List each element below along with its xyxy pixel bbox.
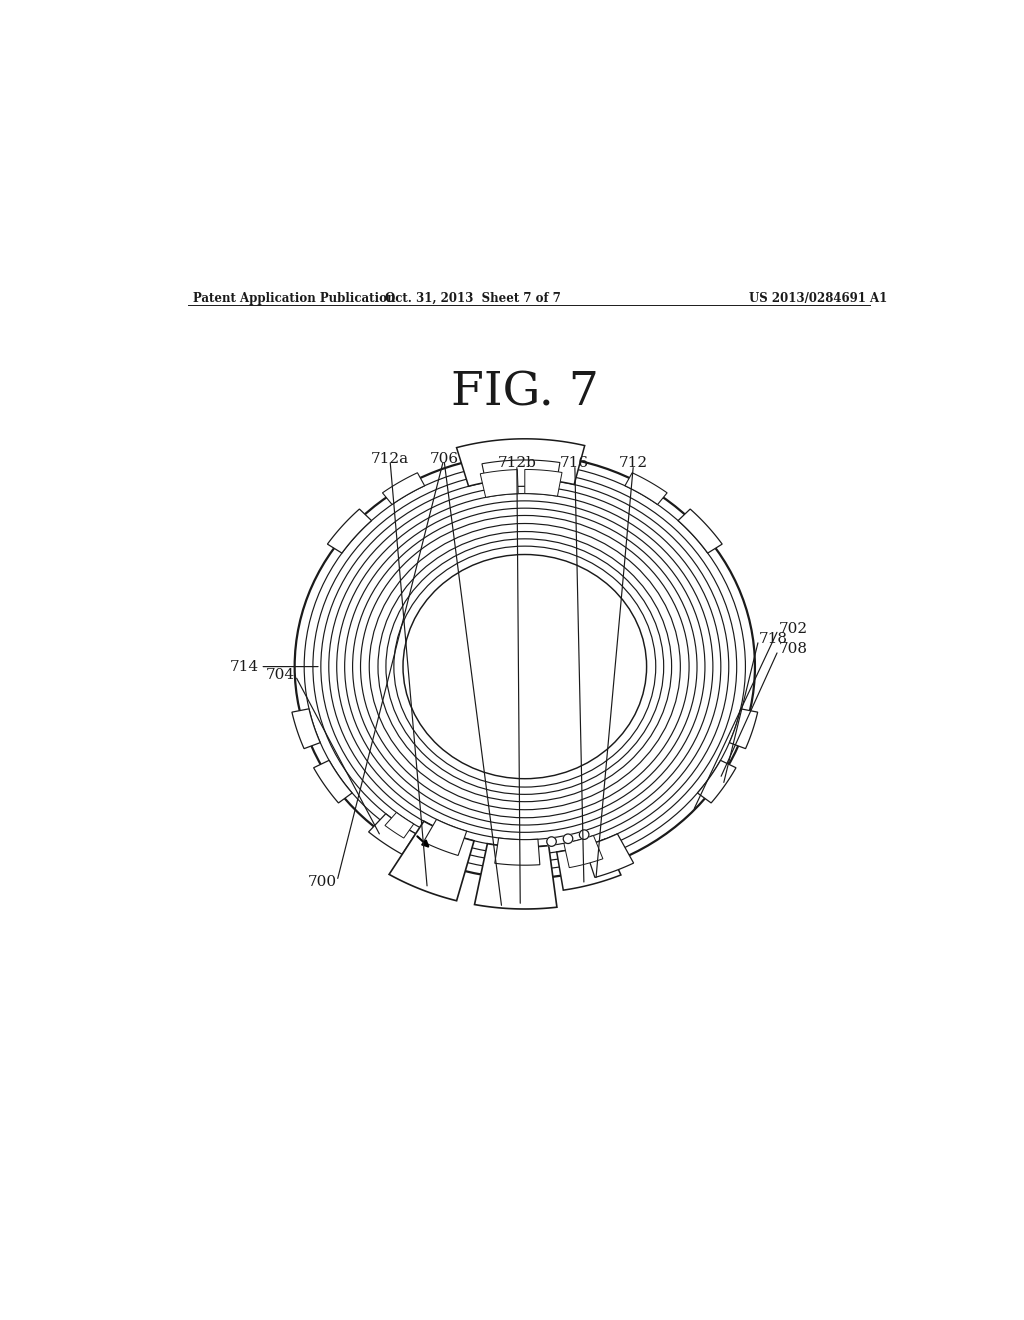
Text: 706: 706	[429, 451, 459, 466]
Polygon shape	[385, 812, 414, 838]
Text: US 2013/0284691 A1: US 2013/0284691 A1	[749, 292, 887, 305]
Polygon shape	[474, 843, 557, 909]
Text: Oct. 31, 2013  Sheet 7 of 7: Oct. 31, 2013 Sheet 7 of 7	[385, 292, 561, 305]
Circle shape	[547, 837, 556, 846]
Polygon shape	[313, 760, 352, 803]
Polygon shape	[424, 820, 467, 855]
Polygon shape	[328, 510, 372, 553]
Ellipse shape	[403, 556, 646, 777]
Polygon shape	[369, 813, 416, 854]
Circle shape	[563, 834, 572, 843]
Polygon shape	[678, 510, 722, 553]
Ellipse shape	[247, 411, 803, 923]
Polygon shape	[480, 470, 518, 498]
Polygon shape	[383, 473, 425, 504]
Text: FIG. 7: FIG. 7	[451, 370, 599, 416]
Text: 718: 718	[759, 632, 787, 645]
Circle shape	[580, 830, 589, 840]
Polygon shape	[729, 709, 758, 748]
Text: 714: 714	[229, 660, 259, 673]
Text: Patent Application Publication: Patent Application Publication	[194, 292, 395, 305]
Text: 708: 708	[778, 642, 808, 656]
Polygon shape	[389, 821, 474, 900]
Polygon shape	[524, 470, 562, 496]
Polygon shape	[564, 836, 603, 867]
Polygon shape	[625, 473, 667, 504]
Polygon shape	[557, 840, 621, 890]
Text: 712: 712	[618, 457, 648, 470]
Polygon shape	[697, 760, 736, 803]
Polygon shape	[292, 709, 321, 748]
Polygon shape	[585, 834, 634, 878]
Polygon shape	[482, 459, 560, 490]
Text: 704: 704	[265, 668, 295, 681]
Text: 716: 716	[560, 457, 590, 470]
Text: 712b: 712b	[498, 457, 537, 470]
Polygon shape	[457, 438, 585, 486]
Polygon shape	[495, 838, 540, 865]
Text: 702: 702	[778, 622, 808, 635]
Text: 700: 700	[307, 875, 337, 890]
Text: 712a: 712a	[371, 451, 409, 466]
